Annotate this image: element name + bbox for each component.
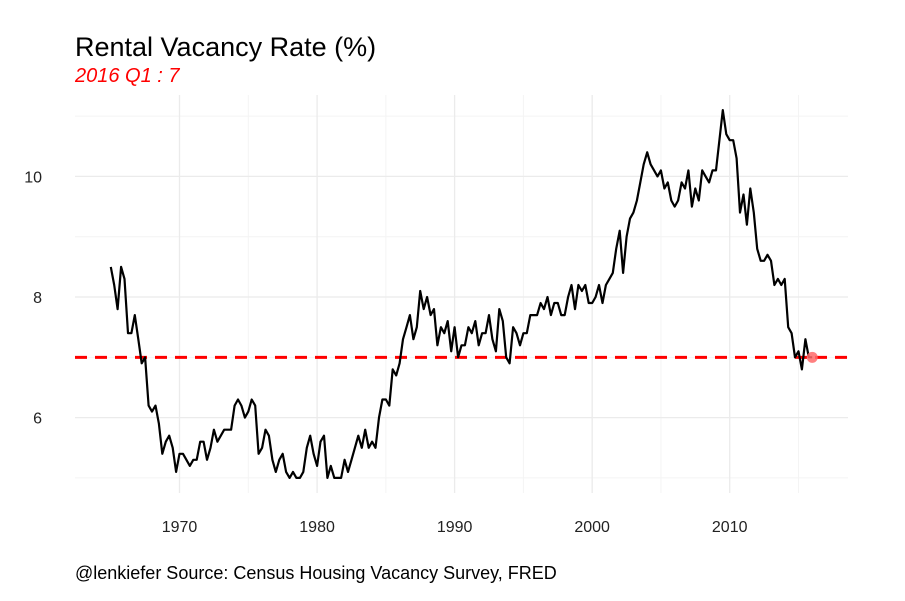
y-tick-label: 10 — [24, 169, 42, 186]
vacancy-rate-line — [109, 109, 813, 479]
series-layer — [109, 109, 818, 479]
axis-layer: 1970 1980 1990 2000 2010 6 8 10 — [24, 169, 747, 536]
y-tick-label: 6 — [33, 411, 42, 428]
chart-caption: @lenkiefer Source: Census Housing Vacanc… — [75, 563, 557, 583]
y-tick-label: 8 — [33, 290, 42, 307]
latest-value-point — [806, 351, 818, 363]
x-tick-label: 1980 — [299, 519, 335, 536]
x-tick-label: 1990 — [437, 519, 473, 536]
chart-subtitle: 2016 Q1 : 7 — [74, 65, 180, 87]
grid-layer — [75, 95, 848, 493]
x-tick-label: 1970 — [162, 519, 198, 536]
x-tick-label: 2000 — [574, 519, 610, 536]
chart-title: Rental Vacancy Rate (%) — [75, 32, 376, 62]
x-tick-label: 2010 — [712, 519, 748, 536]
